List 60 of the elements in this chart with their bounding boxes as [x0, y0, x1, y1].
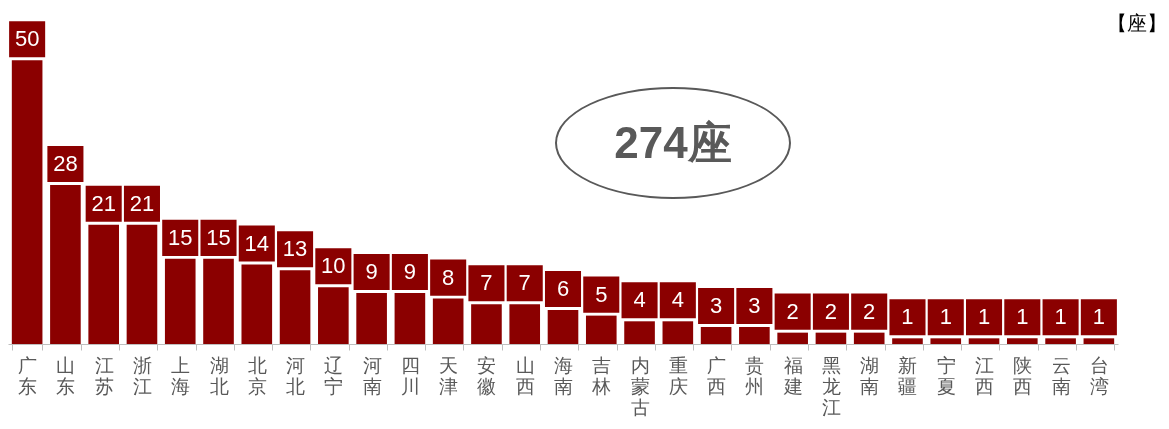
x-tick-label: 新疆 [898, 354, 918, 397]
x-tick-label: 陕西 [1013, 354, 1033, 397]
data-label: 1 [1016, 304, 1029, 330]
data-label: 2 [824, 298, 838, 324]
data-label: 1 [1054, 304, 1067, 330]
x-tick-label: 福建 [782, 354, 803, 397]
data-label: 1 [901, 304, 914, 330]
x-tick-label: 江苏 [94, 354, 114, 397]
x-tick-label: 吉林 [591, 354, 612, 397]
data-label: 7 [480, 270, 493, 296]
x-tick-label: 湖南 [860, 354, 880, 397]
data-label: 4 [671, 287, 684, 313]
x-tick-label: 天津 [439, 354, 459, 397]
x-tick-label: 黑龙江 [821, 354, 841, 418]
data-label: 2 [786, 298, 799, 324]
x-tick-label: 山东 [56, 354, 76, 397]
x-tick-label: 内蒙古 [630, 354, 650, 418]
x-tick-label: 山西 [515, 354, 535, 397]
data-label: 9 [403, 258, 417, 284]
data-label: 1 [1092, 304, 1105, 330]
x-tick-label: 广西 [707, 354, 727, 397]
data-label: 15 [168, 224, 193, 250]
data-label: 8 [442, 264, 455, 290]
data-label: 5 [595, 281, 608, 307]
data-label: 1 [939, 304, 952, 330]
x-tick-label: 北京 [247, 354, 267, 397]
data-label: 14 [244, 230, 270, 256]
data-label: 21 [129, 190, 155, 216]
x-tick-label: 上海 [171, 354, 191, 397]
data-label: 15 [206, 224, 231, 250]
x-tick-label: 辽宁 [324, 354, 344, 397]
x-tick-label: 海南 [554, 354, 573, 397]
data-label: 3 [748, 292, 761, 318]
data-label: 10 [321, 253, 346, 279]
x-tick-label: 湖北 [209, 354, 229, 397]
x-tick-label: 浙江 [132, 354, 152, 397]
x-tick-label: 河北 [286, 354, 306, 397]
data-label: 13 [282, 236, 308, 262]
x-tick-label: 重庆 [668, 354, 688, 397]
x-tick-label: 四川 [400, 354, 420, 397]
data-label: 28 [53, 151, 78, 177]
data-label: 21 [91, 190, 116, 216]
x-tick-label: 河南 [362, 354, 382, 397]
x-tick-label: 贵州 [745, 354, 765, 397]
data-label: 9 [365, 258, 378, 284]
x-tick-label: 江西 [975, 354, 995, 397]
x-tick-label: 云南 [1051, 354, 1071, 397]
bar [50, 185, 81, 344]
x-tick-label: 安徽 [477, 354, 497, 397]
text: 【座】 [1107, 11, 1167, 36]
data-label: 2 [863, 298, 876, 324]
x-tick-label: 广东 [18, 354, 38, 397]
data-label: 3 [709, 292, 723, 318]
x-tick-label: 宁夏 [936, 354, 956, 397]
data-label: 50 [14, 26, 40, 52]
data-label: 6 [556, 275, 570, 301]
data-label: 7 [518, 270, 531, 296]
x-tick-label: 台湾 [1089, 354, 1109, 397]
data-label: 4 [633, 287, 646, 313]
data-label: 1 [977, 304, 991, 330]
